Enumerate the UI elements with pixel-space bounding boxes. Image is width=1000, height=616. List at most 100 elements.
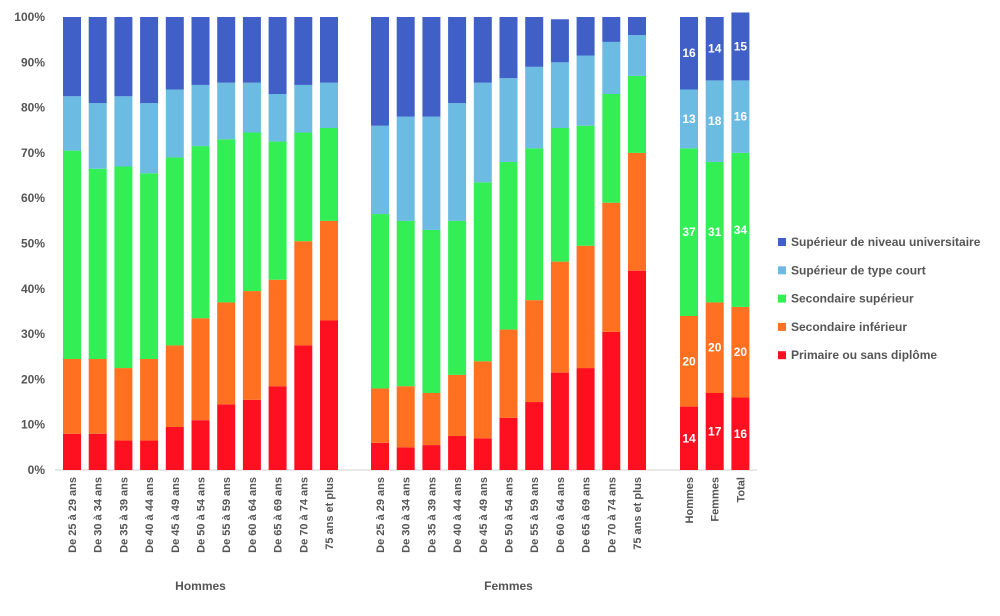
legend-swatch — [778, 238, 786, 246]
bar-segment — [705, 80, 724, 162]
bar-segment — [191, 420, 210, 470]
bar-segment — [499, 329, 518, 418]
bar-segment — [731, 80, 750, 153]
bar-segment — [602, 94, 621, 203]
legend-swatch — [778, 266, 786, 275]
bar-segment — [680, 89, 698, 149]
bar-segment — [217, 302, 236, 405]
legend-item: Secondaire inférieur — [778, 320, 907, 334]
bar-segment — [268, 141, 287, 280]
bar-segment — [268, 386, 287, 470]
bar-segment — [63, 359, 81, 434]
legend-label: Secondaire inférieur — [791, 320, 907, 334]
bar-segment — [294, 241, 313, 346]
bar-segment — [88, 17, 107, 104]
bar-segment — [165, 157, 184, 346]
data-label: 20 — [734, 345, 748, 359]
x-category-label: Hommes — [684, 477, 696, 523]
bar-segment — [422, 445, 441, 470]
legend-label: Supérieur de type court — [791, 263, 926, 277]
bar-segment — [705, 17, 724, 81]
bar-segment — [680, 17, 698, 90]
bar-segment — [371, 442, 389, 470]
x-category-label: 75 ans et plus — [324, 477, 336, 550]
bar-segment — [242, 291, 261, 400]
x-group-label: Femmes — [484, 579, 533, 593]
x-category-label: 75 ans et plus — [632, 477, 644, 550]
bar-segment — [242, 399, 261, 470]
x-category-label: De 35 à 39 ans — [426, 477, 438, 553]
bar-segment — [242, 132, 261, 292]
bar-segment — [576, 125, 595, 246]
bar-segment — [114, 440, 133, 470]
bar-segment — [550, 261, 569, 373]
bar-segment — [550, 127, 569, 262]
bar-segment — [294, 17, 313, 85]
bar-segment — [448, 374, 467, 437]
bar-segment — [294, 132, 313, 242]
x-category-label: De 30 à 34 ans — [401, 477, 413, 553]
bar-segment — [731, 152, 750, 307]
legend-item: Secondaire supérieur — [778, 292, 914, 306]
legend-swatch — [778, 351, 786, 360]
bar-segment — [731, 397, 750, 470]
y-tick-label: 0% — [28, 463, 46, 477]
bar-segment — [499, 17, 518, 79]
data-label: 14 — [682, 431, 696, 445]
bar-segment — [217, 82, 236, 140]
bar-segment — [731, 306, 750, 398]
bar-segment — [473, 82, 492, 183]
bar-segment — [88, 359, 107, 434]
bar-segment — [140, 17, 159, 104]
bar-segment — [114, 96, 133, 167]
bar-segment — [242, 82, 261, 133]
bar-segment — [473, 438, 492, 470]
bar-segment — [576, 55, 595, 126]
x-category-label: Femmes — [710, 477, 722, 522]
bar-segment — [448, 220, 467, 375]
bars-layer: 14 20 37 13 16 17 20 31 18 14 16 20 34 16 15 — [63, 12, 750, 470]
bar-segment — [422, 392, 441, 446]
bar-segment — [217, 139, 236, 303]
bar-segment — [320, 127, 338, 221]
bar-segment — [525, 66, 544, 149]
legend-item: Supérieur de niveau universitaire — [778, 235, 981, 249]
bar-segment — [396, 386, 415, 448]
bar-segment — [217, 17, 236, 83]
data-label: 34 — [734, 223, 748, 237]
legend-label: Primaire ou sans diplôme — [791, 348, 937, 362]
x-axis-labels: De 25 à 29 ans De 30 à 34 ans De 35 à 39 a… — [67, 477, 747, 593]
bar-segment — [550, 372, 569, 470]
data-label: 14 — [708, 42, 722, 56]
bar-segment — [371, 17, 389, 126]
bar-segment — [294, 345, 313, 470]
x-category-label: De 40 à 44 ans — [452, 477, 464, 553]
y-tick-label: 60% — [21, 191, 45, 205]
x-category-label: De 45 à 49 ans — [170, 477, 182, 553]
bar-segment — [114, 166, 133, 369]
bar-segment — [473, 182, 492, 362]
bar-segment — [88, 168, 107, 360]
bar-segment — [294, 84, 313, 133]
bar-segment — [448, 103, 467, 221]
x-category-label: De 50 à 54 ans — [196, 477, 208, 553]
legend-item: Supérieur de type court — [778, 263, 926, 277]
bar-segment — [422, 17, 441, 117]
x-category-label: De 45 à 49 ans — [478, 477, 490, 553]
bar-group — [371, 17, 646, 470]
bar-segment — [628, 270, 646, 470]
bar-segment — [114, 368, 133, 441]
x-category-label: De 25 à 29 ans — [67, 477, 79, 553]
y-tick-label: 50% — [21, 237, 45, 251]
bar-segment — [576, 17, 595, 56]
bar-segment — [422, 229, 441, 393]
data-label: 20 — [682, 354, 696, 368]
bar-segment — [371, 125, 389, 215]
x-group-label: Hommes — [175, 579, 226, 593]
y-tick-label: 10% — [21, 418, 45, 432]
bar-segment — [396, 447, 415, 470]
bar-segment — [165, 426, 184, 470]
bar-segment — [628, 35, 646, 76]
x-category-label: De 60 à 64 ans — [555, 477, 567, 553]
